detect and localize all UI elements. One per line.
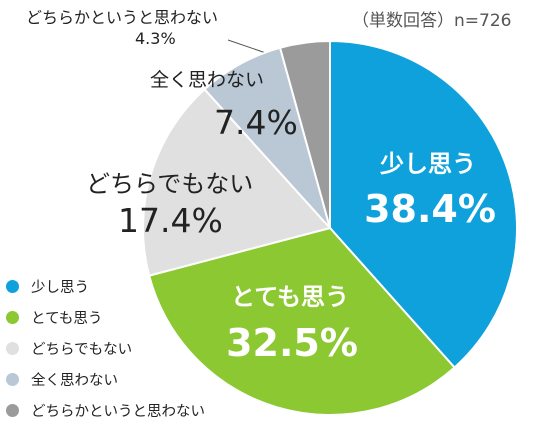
pie-slice [147, 226, 456, 416]
slice-value-label: 7.4% [214, 103, 298, 142]
legend-item: とても思う [6, 305, 205, 329]
legend-label: どちらでもない [31, 341, 133, 358]
legend-swatch [6, 310, 19, 324]
slice-label: 少し思う [379, 150, 476, 178]
slice-label: どちらかというと思わない [26, 8, 218, 27]
slice-label: 全く思わない [150, 69, 264, 91]
legend-item: どちらかというと思わない [6, 398, 205, 422]
slice-value-label: 32.5% [226, 321, 358, 365]
slice-label: どちらでもない [86, 170, 253, 198]
legend-swatch [6, 341, 19, 355]
pie-slice [329, 39, 518, 369]
legend-label: とても思う [31, 310, 103, 327]
legend-label: 少し思う [31, 279, 89, 296]
legend: 少し思うとても思うどちらでもない 全く思わないどちらかというと思わない [6, 274, 205, 429]
slice-value-label: 17.4% [118, 201, 223, 240]
pie-slice [278, 39, 331, 229]
slice-value-label: 4.3% [135, 29, 176, 48]
legend-swatch [6, 372, 19, 386]
legend-item: 全く思わない [6, 367, 205, 391]
slice-label: とても思う [231, 283, 349, 311]
legend-label: 全く思わない [31, 372, 118, 389]
legend-item: どちらでもない [6, 336, 205, 360]
legend-swatch [6, 403, 19, 417]
legend-swatch [6, 279, 19, 293]
pie-slice [142, 87, 332, 277]
slice-value-label: 38.4% [364, 187, 496, 231]
response-note: （単数回答）n=726 [352, 11, 512, 31]
legend-label: どちらかというと思わない [31, 403, 205, 420]
legend-item: 少し思う [6, 274, 205, 298]
